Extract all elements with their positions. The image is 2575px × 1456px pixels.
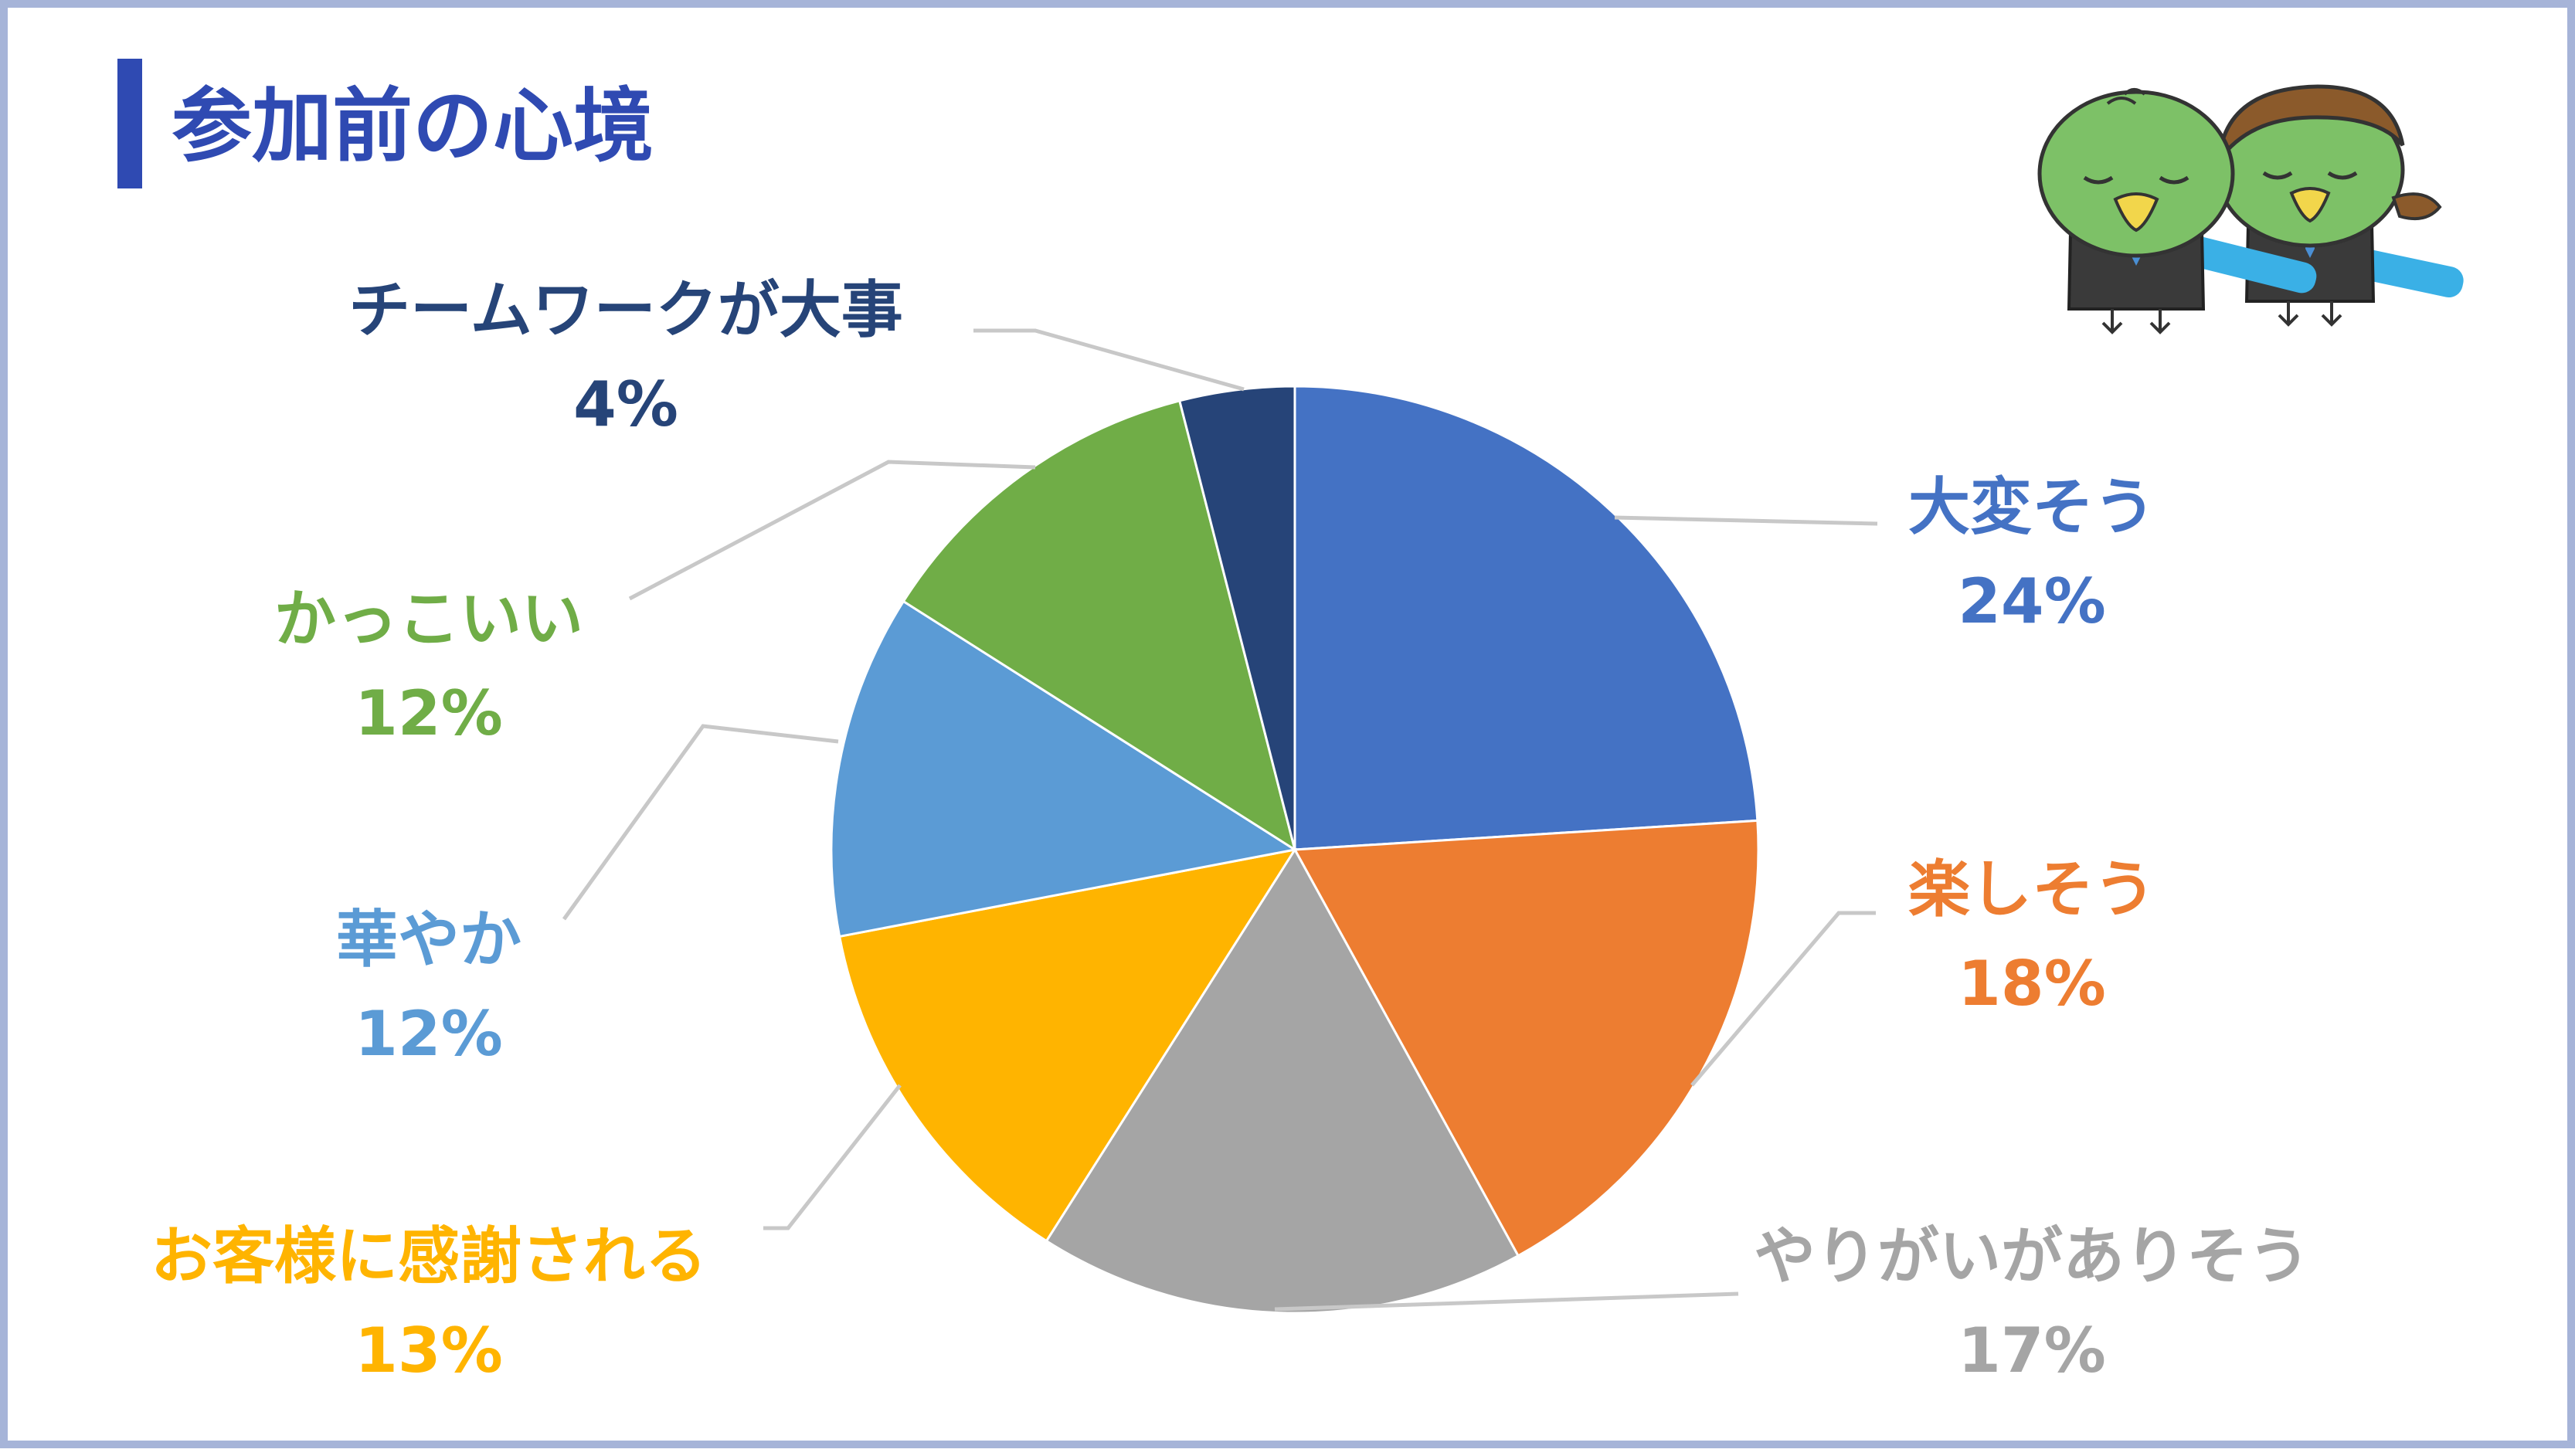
pie-slice-3 bbox=[1045, 847, 1520, 1315]
slice-label-percent: 17% bbox=[1958, 1315, 2106, 1386]
slice-label-5: 華やか 12% bbox=[81, 900, 776, 1074]
leader-line-3 bbox=[1274, 1291, 1739, 1312]
leader-line-4 bbox=[763, 1084, 902, 1230]
leader-line-6 bbox=[628, 460, 1036, 601]
slice-label-percent: 13% bbox=[355, 1315, 503, 1386]
page-title: 参加前の心境 bbox=[172, 79, 654, 173]
pie-chart bbox=[562, 328, 1878, 1315]
pie-slice-6 bbox=[902, 399, 1297, 853]
leader-line-5 bbox=[562, 724, 839, 921]
slice-label-name: 大変そう bbox=[1908, 471, 2155, 543]
slice-label-percent: 4% bbox=[573, 368, 678, 440]
slice-label-percent: 12% bbox=[355, 677, 503, 749]
slice-label-name: かっこいい bbox=[274, 583, 583, 655]
slice-label-3: やりがいがありそう 17% bbox=[1684, 1217, 2380, 1391]
slice-label-6: かっこいい 12% bbox=[81, 579, 776, 754]
slice-label-name: やりがいがありそう bbox=[1754, 1220, 2310, 1292]
leader-line-1 bbox=[1614, 515, 1878, 526]
slice-label-name: お客様に感謝される bbox=[151, 1220, 707, 1292]
pie-slice-5 bbox=[830, 599, 1299, 938]
slice-label-name: 楽しそう bbox=[1908, 854, 2155, 925]
pie-slice-4 bbox=[837, 847, 1298, 1243]
leader-line-2 bbox=[1690, 911, 1876, 1087]
slice-label-2: 楽しそう 18% bbox=[1684, 850, 2380, 1024]
slice-label-name: チームワークが大事 bbox=[348, 274, 903, 346]
title-accent-bar bbox=[117, 59, 142, 188]
slice-label-percent: 24% bbox=[1958, 565, 2106, 637]
slice-label-percent: 12% bbox=[355, 998, 503, 1070]
kappa-mascot-pair-icon bbox=[2037, 84, 2464, 334]
slice-label-percent: 18% bbox=[1958, 948, 2106, 1020]
slice-label-7: チームワークが大事 4% bbox=[278, 270, 973, 445]
pie-slice-1 bbox=[1293, 385, 1759, 851]
pie-slice-7 bbox=[1177, 385, 1296, 850]
slice-label-1: 大変そう 24% bbox=[1684, 467, 2380, 642]
slice-label-4: お客様に感謝される 13% bbox=[81, 1217, 776, 1391]
slice-label-name: 華やか bbox=[336, 904, 521, 976]
leader-line-7 bbox=[973, 328, 1245, 392]
